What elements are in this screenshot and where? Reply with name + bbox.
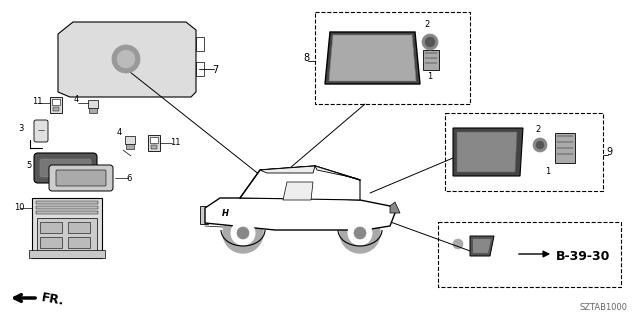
- Circle shape: [348, 221, 372, 245]
- Bar: [126, 144, 134, 149]
- FancyBboxPatch shape: [40, 159, 91, 177]
- Bar: [315, 12, 470, 104]
- Text: 4: 4: [74, 95, 79, 104]
- Bar: [68, 237, 90, 248]
- Circle shape: [422, 34, 438, 50]
- Bar: [200, 206, 208, 224]
- Circle shape: [237, 227, 249, 239]
- Bar: [445, 113, 603, 191]
- Bar: [196, 62, 204, 76]
- Bar: [125, 136, 135, 144]
- Bar: [36, 206, 98, 209]
- Text: 2: 2: [424, 20, 429, 29]
- Text: 1: 1: [428, 72, 433, 81]
- Bar: [89, 108, 97, 113]
- Text: 5: 5: [26, 161, 31, 170]
- Bar: [66, 32, 186, 87]
- FancyBboxPatch shape: [34, 153, 97, 183]
- Text: 11: 11: [170, 138, 180, 147]
- Circle shape: [112, 45, 140, 73]
- Text: B-39-30: B-39-30: [556, 250, 611, 262]
- Circle shape: [340, 213, 380, 253]
- Polygon shape: [329, 35, 416, 81]
- Bar: [37, 218, 97, 253]
- Polygon shape: [260, 166, 315, 173]
- Text: SZTAB1000: SZTAB1000: [580, 303, 628, 312]
- Circle shape: [533, 138, 547, 152]
- Bar: [555, 133, 575, 163]
- Polygon shape: [240, 166, 360, 200]
- Text: 1: 1: [545, 167, 550, 176]
- Bar: [50, 97, 62, 113]
- Polygon shape: [58, 22, 196, 97]
- Bar: [32, 198, 102, 258]
- Bar: [150, 137, 158, 143]
- FancyBboxPatch shape: [108, 36, 142, 81]
- FancyBboxPatch shape: [56, 170, 106, 186]
- Bar: [88, 100, 98, 108]
- Text: 7: 7: [212, 65, 218, 75]
- Circle shape: [231, 221, 255, 245]
- Circle shape: [425, 37, 435, 47]
- Circle shape: [453, 239, 463, 249]
- Text: FR.: FR.: [40, 291, 65, 308]
- Bar: [148, 135, 160, 151]
- Bar: [151, 145, 157, 149]
- Circle shape: [536, 141, 544, 149]
- Bar: [36, 201, 98, 204]
- Text: 10: 10: [14, 203, 24, 212]
- Bar: [196, 37, 204, 51]
- Bar: [29, 250, 105, 258]
- FancyBboxPatch shape: [34, 120, 48, 142]
- Polygon shape: [205, 198, 395, 230]
- Polygon shape: [390, 202, 400, 213]
- FancyBboxPatch shape: [70, 36, 104, 81]
- Text: 8: 8: [303, 53, 309, 63]
- Polygon shape: [325, 32, 420, 84]
- Bar: [36, 211, 98, 214]
- Text: 9: 9: [606, 147, 612, 157]
- Text: 4: 4: [117, 128, 122, 137]
- Polygon shape: [473, 239, 491, 253]
- Polygon shape: [457, 132, 517, 172]
- Text: 2: 2: [535, 125, 540, 134]
- Circle shape: [117, 50, 135, 68]
- Bar: [40, 237, 62, 248]
- Text: 11: 11: [32, 97, 42, 106]
- Polygon shape: [470, 236, 494, 256]
- Polygon shape: [453, 128, 523, 176]
- Polygon shape: [315, 166, 360, 180]
- Polygon shape: [283, 182, 313, 200]
- Text: 6: 6: [126, 174, 131, 183]
- Bar: [53, 107, 59, 111]
- FancyBboxPatch shape: [49, 165, 113, 191]
- Circle shape: [354, 227, 366, 239]
- Circle shape: [223, 213, 263, 253]
- Bar: [52, 99, 60, 105]
- Bar: [438, 222, 621, 287]
- Text: 3: 3: [18, 124, 24, 133]
- Bar: [423, 50, 439, 70]
- Bar: [68, 222, 90, 233]
- Text: H: H: [221, 209, 228, 218]
- Bar: [40, 222, 62, 233]
